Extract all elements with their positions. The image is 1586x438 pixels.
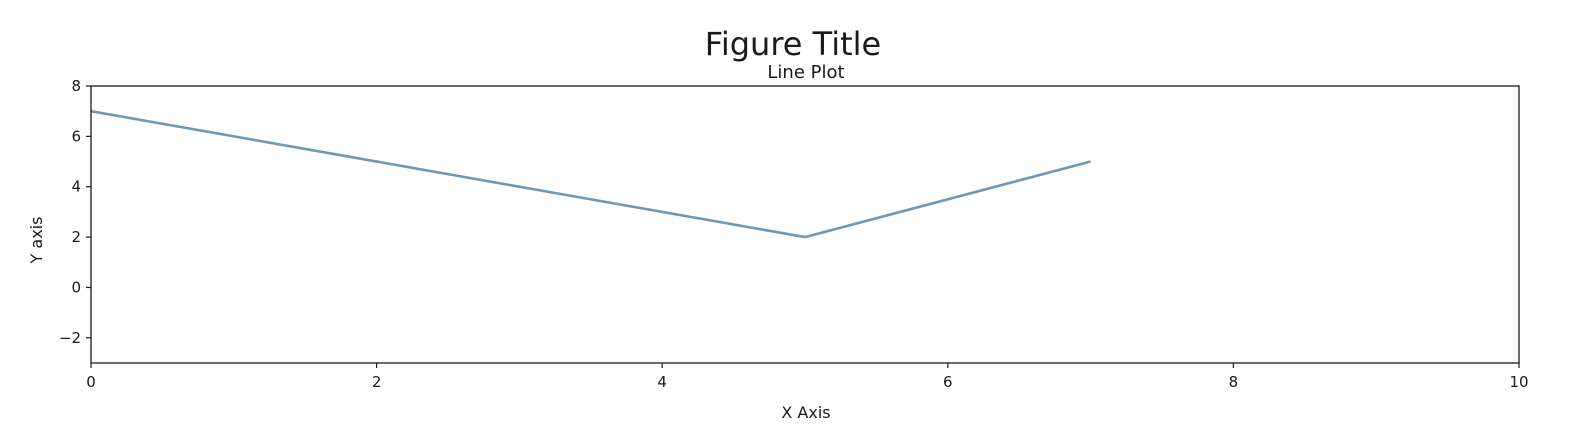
x-tick-label: 2 bbox=[372, 373, 382, 391]
chart-subtitle: Line Plot bbox=[767, 62, 844, 83]
y-tick-label: 0 bbox=[71, 278, 81, 296]
x-tick-label: 4 bbox=[657, 373, 667, 391]
x-tick-label: 10 bbox=[1509, 373, 1528, 391]
y-tick-label: 4 bbox=[71, 178, 81, 196]
axes-frame bbox=[90, 85, 1520, 364]
y-tick-label: 2 bbox=[71, 228, 81, 246]
y-axis-label: Y axis bbox=[27, 217, 46, 265]
x-axis-label: X Axis bbox=[781, 403, 830, 422]
x-tick-label: 0 bbox=[86, 373, 96, 391]
series-line-0 bbox=[90, 109, 1091, 239]
plot-area: 0 2 4 6 8 10 −2 0 2 4 6 8 bbox=[59, 77, 1529, 391]
x-tick-label: 6 bbox=[943, 373, 953, 391]
y-tick-label: 8 bbox=[71, 77, 81, 95]
x-tick-label: 8 bbox=[1229, 373, 1239, 391]
y-tick-label: 6 bbox=[71, 127, 81, 145]
y-tick-label: −2 bbox=[59, 329, 81, 347]
figure-title: Figure Title bbox=[705, 25, 881, 63]
